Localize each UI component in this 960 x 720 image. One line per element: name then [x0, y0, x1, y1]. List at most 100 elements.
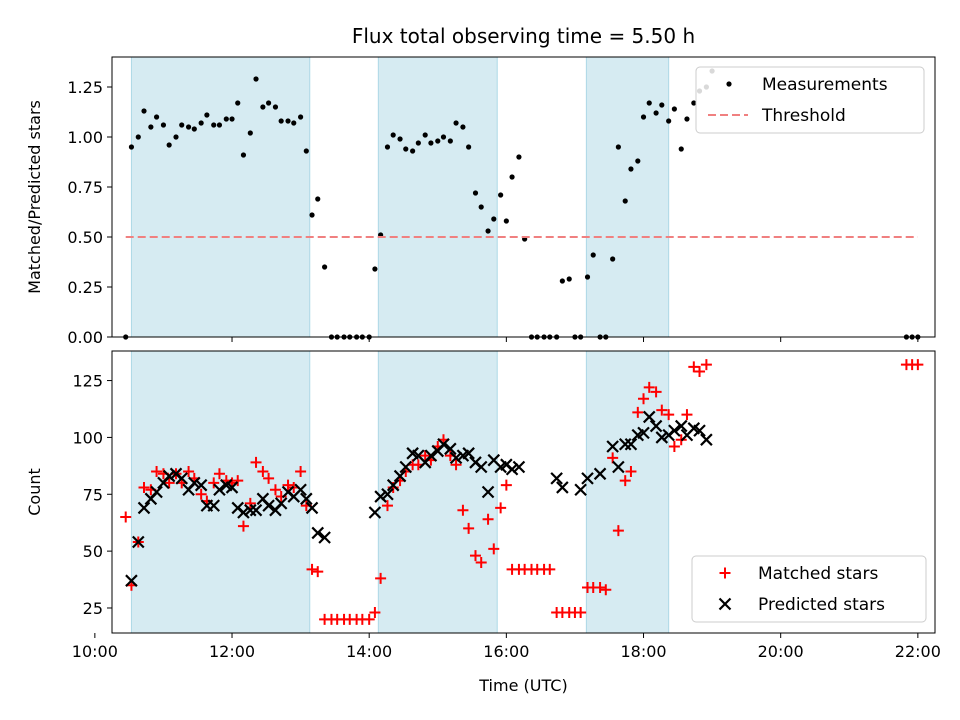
predicted-star-point: [188, 476, 201, 490]
matched-star-point: [475, 557, 487, 568]
legend-marker-plus: [719, 567, 731, 579]
matched-star-point: [257, 466, 269, 478]
y-axis-label: Count: [25, 468, 44, 516]
measurement-point: [503, 218, 509, 224]
measurement-point: [498, 192, 504, 198]
measurement-point: [590, 252, 596, 258]
measurement-point: [453, 120, 459, 126]
measurement-point: [247, 130, 253, 136]
matched-star-point: [488, 543, 500, 555]
predicted-star-point: [693, 424, 706, 437]
predicted-star-point: [462, 447, 475, 460]
predicted-star-point: [244, 503, 257, 517]
legend-box: [695, 66, 925, 134]
predicted-star-point: [125, 574, 138, 587]
matched-star-point: [619, 475, 631, 487]
predicted-star-point: [512, 460, 526, 474]
predicted-star-point: [505, 462, 519, 476]
predicted-star-point: [311, 526, 325, 540]
measurement-point: [216, 122, 223, 128]
matched-star-point: [375, 572, 387, 584]
measurement-point: [516, 154, 522, 160]
observing-window-3: [585, 56, 670, 338]
matched-star-point: [244, 497, 256, 509]
y-tick-label: 100: [72, 428, 103, 447]
matched-star-point: [700, 359, 712, 371]
matched-star-point: [912, 359, 924, 371]
predicted-star-point: [249, 503, 263, 517]
measurement-point: [635, 158, 641, 164]
matched-star-point: [495, 502, 507, 514]
measurement-point: [204, 112, 210, 118]
measurement-point: [615, 144, 621, 150]
measurement-point: [384, 144, 391, 150]
matched-star-point: [138, 481, 150, 493]
matched-star-point: [213, 468, 225, 480]
predicted-star-point: [194, 478, 208, 492]
predicted-star-point: [207, 499, 221, 512]
measurement-point: [666, 118, 672, 124]
measurement-point: [691, 100, 697, 106]
matched-star-point: [369, 607, 381, 619]
legend-label: Threshold: [761, 106, 846, 126]
series-measurements: [123, 68, 921, 340]
predicted-star-point: [556, 481, 569, 494]
measurement-point: [315, 196, 321, 202]
matched-star-point: [600, 584, 612, 596]
predicted-star-point: [374, 490, 387, 503]
predicted-star-point: [368, 506, 382, 519]
y-tick-label: 0.50: [67, 228, 103, 247]
measurement-point: [128, 144, 135, 150]
measurement-point: [272, 104, 279, 110]
matched-star-point: [594, 582, 606, 594]
predicted-star-point: [305, 501, 319, 515]
predicted-star-point: [213, 483, 226, 497]
matched-star-point: [237, 520, 249, 532]
predicted-star-point: [150, 485, 163, 499]
measurement-point: [223, 116, 229, 122]
measurement-point: [298, 114, 304, 120]
chart-title: Flux total observing time = 5.50 h: [352, 24, 695, 48]
y-tick-label: 50: [83, 542, 103, 561]
legend: Matched stars Predicted stars: [691, 555, 927, 623]
matched-star-point: [688, 361, 700, 373]
y-tick-label: 0.75: [67, 178, 103, 197]
measurement-point: [148, 124, 154, 130]
measurement-point: [397, 136, 403, 142]
legend-label: Matched stars: [758, 564, 878, 584]
x-tick-label: 12:00: [209, 642, 255, 661]
measurement-point: [559, 278, 565, 284]
predicted-star-point: [550, 472, 563, 485]
series-predicted-stars: [125, 410, 713, 587]
matched-star-point: [208, 477, 220, 489]
measurement-point: [584, 274, 591, 280]
measurement-point: [303, 148, 309, 154]
measurement-point: [166, 142, 172, 148]
matched-star-point: [463, 522, 475, 534]
predicted-star-point: [393, 469, 407, 483]
measurement-point: [678, 146, 684, 152]
matched-star-point: [306, 563, 318, 575]
predicted-star-point: [162, 469, 176, 483]
axes-frame: [111, 350, 936, 634]
measurement-point: [653, 110, 659, 116]
predicted-star-point: [444, 442, 457, 456]
predicted-star-point: [574, 483, 587, 497]
y-tick-label: 0.25: [67, 278, 103, 297]
axes-frame: [111, 56, 936, 338]
matched-star-point: [312, 566, 324, 578]
predicted-star-point: [481, 485, 495, 499]
measurement-point: [191, 126, 197, 132]
predicted-star-point: [624, 437, 638, 451]
y-tick-label: 1.25: [67, 78, 103, 97]
matched-star-point: [575, 607, 587, 619]
x-tick-label: 14:00: [346, 642, 392, 661]
matched-star-point: [232, 475, 244, 487]
predicted-star-point: [474, 460, 488, 474]
measurement-point: [610, 256, 616, 262]
matched-star-point: [544, 563, 556, 575]
measurement-point: [229, 116, 235, 122]
measurement-point: [428, 140, 434, 146]
matched-star-point: [282, 479, 294, 491]
